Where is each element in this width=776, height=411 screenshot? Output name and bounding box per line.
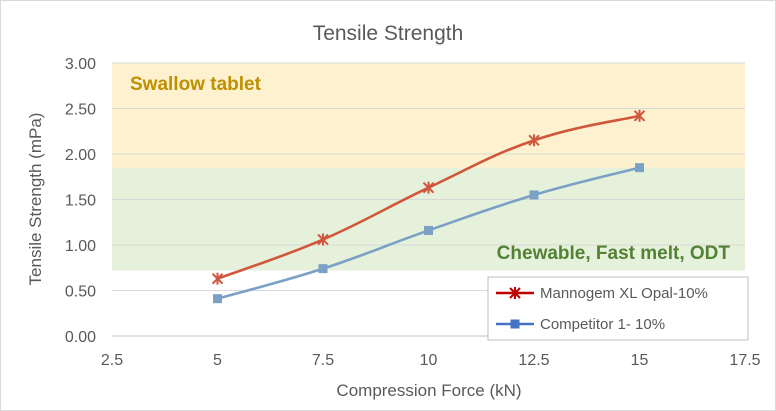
band-label-1: Chewable, Fast melt, ODT bbox=[497, 243, 731, 264]
data-point bbox=[528, 134, 540, 147]
y-tick-label: 3.00 bbox=[65, 56, 96, 73]
legend-box bbox=[487, 276, 749, 341]
data-point bbox=[424, 225, 433, 235]
data-point bbox=[211, 272, 224, 285]
y-tick-label: 1.00 bbox=[65, 238, 96, 255]
y-tick-label: 0.50 bbox=[65, 284, 96, 301]
y-axis-label: Tensile Strength (mPa) bbox=[26, 113, 45, 286]
x-tick-label: 10 bbox=[420, 352, 438, 369]
data-point bbox=[422, 181, 435, 194]
legend-label-1: Competitor 1- 10% bbox=[540, 316, 665, 333]
data-point bbox=[213, 294, 222, 304]
legend-marker-0 bbox=[509, 287, 521, 299]
y-tick-label: 2.00 bbox=[65, 147, 96, 164]
x-tick-label: 2.5 bbox=[101, 352, 123, 369]
legend-label-0: Mannogem XL Opal-10% bbox=[540, 285, 708, 302]
x-tick-label: 17.5 bbox=[729, 352, 760, 369]
tick-labels: 0.00 0.50 1.00 1.50 2.00 2.50 3.00 2.5 5 7.5 10 12.… bbox=[65, 56, 761, 369]
x-tick-label: 12.5 bbox=[518, 352, 549, 369]
x-tick-label: 7.5 bbox=[312, 352, 334, 369]
background-bands: Swallow tablet Chewable, Fast melt, ODT bbox=[112, 63, 745, 271]
x-tick-label: 5 bbox=[213, 352, 222, 369]
data-point bbox=[635, 163, 644, 173]
y-tick-label: 2.50 bbox=[65, 102, 96, 119]
data-point bbox=[633, 109, 646, 122]
x-tick-label: 15 bbox=[631, 352, 649, 369]
y-tick-label: 1.50 bbox=[65, 193, 96, 210]
band-label-0: Swallow tablet bbox=[130, 74, 262, 95]
legend-marker-1 bbox=[510, 319, 520, 329]
legend: Mannogem XL Opal-10% Competitor 1- 10% bbox=[487, 276, 749, 341]
chart-title: Tensile Strength bbox=[313, 22, 464, 45]
data-point bbox=[529, 190, 539, 200]
data-point bbox=[318, 264, 328, 274]
x-axis-label: Compression Force (kN) bbox=[336, 381, 521, 400]
series-lines bbox=[211, 109, 646, 304]
data-point bbox=[317, 233, 329, 246]
y-tick-label: 0.00 bbox=[65, 329, 96, 346]
